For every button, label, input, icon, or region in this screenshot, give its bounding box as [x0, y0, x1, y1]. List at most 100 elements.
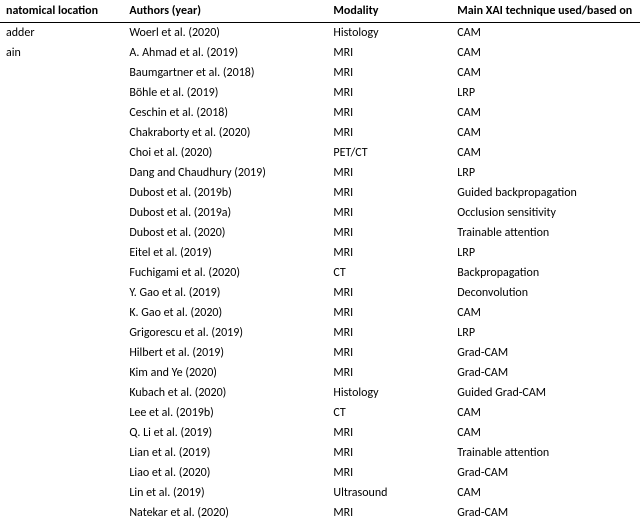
- cell-anatomical-location: [0, 123, 123, 143]
- cell-authors: Kubach et al. (2020): [123, 383, 327, 403]
- cell-modality: MRI: [327, 43, 451, 63]
- cell-anatomical-location: [0, 403, 123, 423]
- cell-anatomical-location: [0, 423, 123, 443]
- cell-xai-technique: Grad-CAM: [451, 343, 640, 363]
- cell-anatomical-location: [0, 143, 123, 163]
- cell-anatomical-location: [0, 483, 123, 503]
- cell-authors: Q. Li et al. (2019): [123, 423, 327, 443]
- cell-xai-technique: Backpropagation: [451, 263, 640, 283]
- table-row: Chakraborty et al. (2020)MRICAM: [0, 123, 640, 143]
- table-row: Lian et al. (2019)MRITrainable attention: [0, 443, 640, 463]
- cell-anatomical-location: [0, 503, 123, 523]
- cell-authors: A. Ahmad et al. (2019): [123, 43, 327, 63]
- table-row: Dubost et al. (2019b)MRIGuided backpropa…: [0, 183, 640, 203]
- table-row: Ceschin et al. (2018)MRICAM: [0, 103, 640, 123]
- cell-authors: Chakraborty et al. (2020): [123, 123, 327, 143]
- cell-authors: Kim and Ye (2020): [123, 363, 327, 383]
- table-row: Liao et al. (2020)MRIGrad-CAM: [0, 463, 640, 483]
- cell-modality: MRI: [327, 83, 451, 103]
- cell-modality: MRI: [327, 183, 451, 203]
- table-row: Lin et al. (2019)UltrasoundCAM: [0, 483, 640, 503]
- cell-authors: Lian et al. (2019): [123, 443, 327, 463]
- cell-modality: Histology: [327, 383, 451, 403]
- table-row: Natekar et al. (2020)MRIGrad-CAM: [0, 503, 640, 523]
- cell-modality: MRI: [327, 163, 451, 183]
- table-row: Kim and Ye (2020)MRIGrad-CAM: [0, 363, 640, 383]
- cell-xai-technique: Trainable attention: [451, 443, 640, 463]
- cell-xai-technique: Grad-CAM: [451, 463, 640, 483]
- cell-xai-technique: CAM: [451, 143, 640, 163]
- cell-modality: MRI: [327, 123, 451, 143]
- cell-xai-technique: Trainable attention: [451, 223, 640, 243]
- cell-modality: MRI: [327, 463, 451, 483]
- table-row: Q. Li et al. (2019)MRICAM: [0, 423, 640, 443]
- cell-anatomical-location: [0, 383, 123, 403]
- cell-anatomical-location: [0, 83, 123, 103]
- cell-modality: MRI: [327, 303, 451, 323]
- table-row: adderWoerl et al. (2020)HistologyCAM: [0, 23, 640, 44]
- cell-authors: Ceschin et al. (2018): [123, 103, 327, 123]
- cell-authors: Natekar et al. (2020): [123, 503, 327, 523]
- cell-xai-technique: Grad-CAM: [451, 363, 640, 383]
- cell-xai-technique: LRP: [451, 323, 640, 343]
- cell-authors: Lee et al. (2019b): [123, 403, 327, 423]
- cell-authors: Lin et al. (2019): [123, 483, 327, 503]
- table-row: Choi et al. (2020)PET/CTCAM: [0, 143, 640, 163]
- table-body: adderWoerl et al. (2020)HistologyCAMainA…: [0, 23, 640, 523]
- cell-authors: Choi et al. (2020): [123, 143, 327, 163]
- cell-xai-technique: CAM: [451, 303, 640, 323]
- table-header-row: natomical location Authors (year) Modali…: [0, 0, 640, 23]
- table-row: Fuchigami et al. (2020)CTBackpropagation: [0, 263, 640, 283]
- cell-anatomical-location: [0, 303, 123, 323]
- table-row: Dubost et al. (2019a)MRIOcclusion sensit…: [0, 203, 640, 223]
- col-header-modality: Modality: [327, 0, 451, 23]
- cell-modality: MRI: [327, 223, 451, 243]
- cell-modality: Ultrasound: [327, 483, 451, 503]
- cell-xai-technique: CAM: [451, 123, 640, 143]
- cell-anatomical-location: [0, 243, 123, 263]
- cell-authors: Böhle et al. (2019): [123, 83, 327, 103]
- cell-modality: MRI: [327, 323, 451, 343]
- cell-modality: PET/CT: [327, 143, 451, 163]
- cell-anatomical-location: [0, 183, 123, 203]
- cell-anatomical-location: [0, 323, 123, 343]
- cell-xai-technique: Guided Grad-CAM: [451, 383, 640, 403]
- cell-xai-technique: CAM: [451, 403, 640, 423]
- cell-anatomical-location: [0, 223, 123, 243]
- cell-authors: Dang and Chaudhury (2019): [123, 163, 327, 183]
- cell-authors: Fuchigami et al. (2020): [123, 263, 327, 283]
- cell-xai-technique: Grad-CAM: [451, 503, 640, 523]
- cell-anatomical-location: ain: [0, 43, 123, 63]
- col-header-anatomical-location: natomical location: [0, 0, 123, 23]
- cell-anatomical-location: [0, 463, 123, 483]
- cell-modality: MRI: [327, 283, 451, 303]
- cell-modality: MRI: [327, 203, 451, 223]
- cell-xai-technique: Guided backpropagation: [451, 183, 640, 203]
- cell-authors: Dubost et al. (2019b): [123, 183, 327, 203]
- cell-xai-technique: LRP: [451, 163, 640, 183]
- table-row: ainA. Ahmad et al. (2019)MRICAM: [0, 43, 640, 63]
- table-row: Lee et al. (2019b)CTCAM: [0, 403, 640, 423]
- cell-authors: K. Gao et al. (2020): [123, 303, 327, 323]
- cell-modality: MRI: [327, 103, 451, 123]
- cell-anatomical-location: [0, 343, 123, 363]
- cell-xai-technique: CAM: [451, 63, 640, 83]
- cell-authors: Dubost et al. (2019a): [123, 203, 327, 223]
- cell-xai-technique: Deconvolution: [451, 283, 640, 303]
- xai-literature-table: natomical location Authors (year) Modali…: [0, 0, 640, 523]
- cell-modality: MRI: [327, 363, 451, 383]
- cell-authors: Hilbert et al. (2019): [123, 343, 327, 363]
- cell-authors: Liao et al. (2020): [123, 463, 327, 483]
- cell-xai-technique: LRP: [451, 83, 640, 103]
- table-row: K. Gao et al. (2020)MRICAM: [0, 303, 640, 323]
- cell-anatomical-location: [0, 263, 123, 283]
- cell-anatomical-location: [0, 443, 123, 463]
- cell-modality: MRI: [327, 443, 451, 463]
- col-header-authors: Authors (year): [123, 0, 327, 23]
- cell-anatomical-location: [0, 283, 123, 303]
- cell-anatomical-location: [0, 203, 123, 223]
- cell-modality: MRI: [327, 503, 451, 523]
- cell-authors: Woerl et al. (2020): [123, 23, 327, 44]
- cell-authors: Dubost et al. (2020): [123, 223, 327, 243]
- cell-authors: Baumgartner et al. (2018): [123, 63, 327, 83]
